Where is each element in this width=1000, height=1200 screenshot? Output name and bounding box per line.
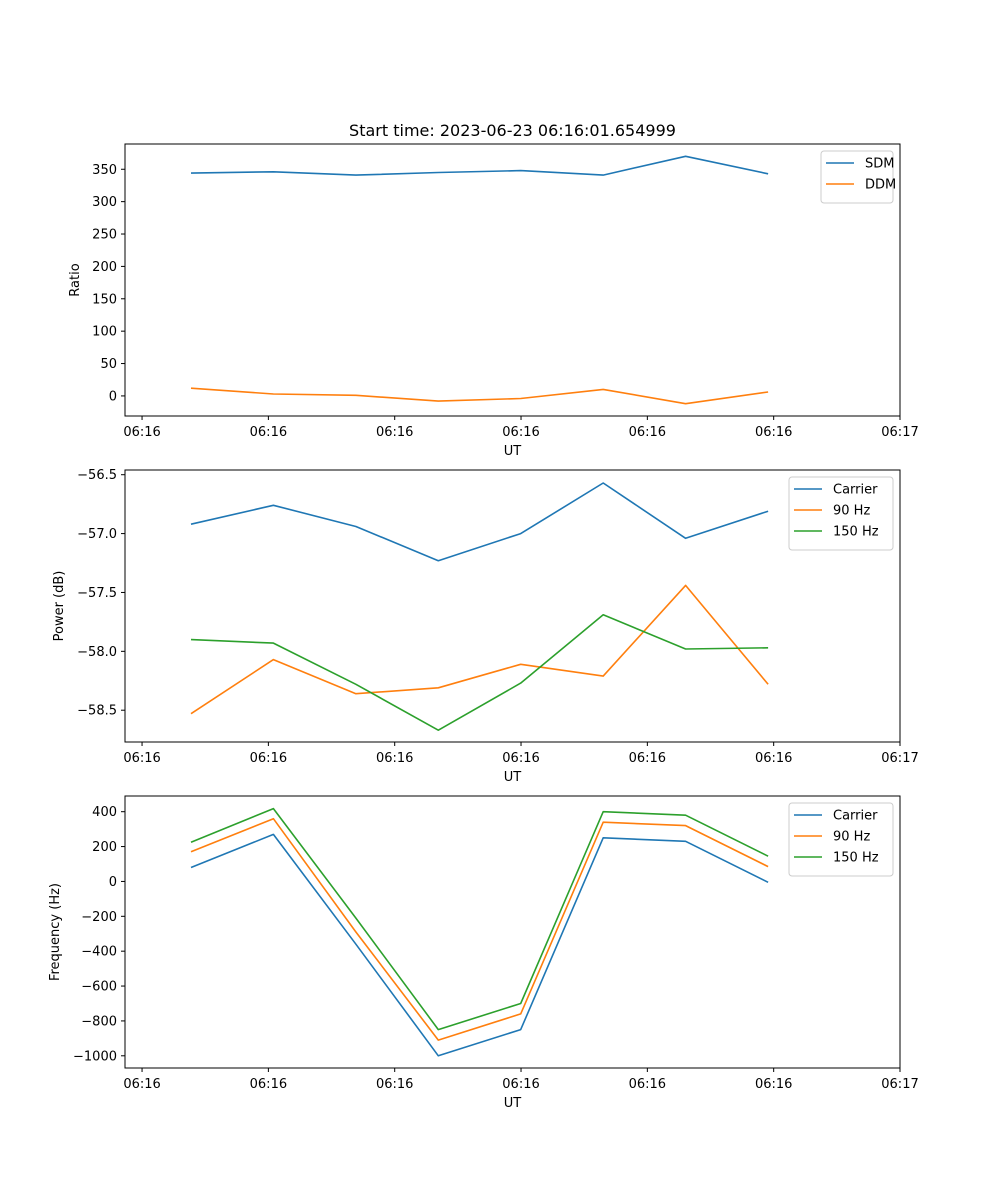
y-tick-label: −58.5: [77, 704, 117, 719]
chart-title: Start time: 2023-06-23 06:16:01.654999: [349, 121, 676, 140]
x-axis-label: UT: [504, 444, 522, 459]
y-tick-label: −57.5: [77, 586, 117, 601]
x-tick-label: 06:16: [502, 425, 539, 440]
legend: Carrier 90 Hz 150 Hz: [788, 476, 894, 551]
x-tick-label: 06:16: [502, 1077, 539, 1092]
x-tick-label: 06:16: [755, 425, 792, 440]
y-tick-label: 400: [92, 805, 117, 820]
x-tick-label: 06:17: [881, 1077, 918, 1092]
x-tick-label: 06:16: [376, 425, 413, 440]
legend-label: 90 Hz: [833, 504, 870, 519]
y-tick-label: 150: [92, 292, 117, 307]
y-tick-label: 350: [92, 163, 117, 178]
x-tick-label: 06:17: [881, 751, 918, 766]
y-tick-label: −600: [81, 980, 117, 995]
y-tick-label: −56.5: [77, 468, 117, 483]
x-tick-label: 06:16: [123, 751, 160, 766]
y-tick-label: −800: [81, 1014, 117, 1029]
legend-label: Carrier: [833, 483, 878, 498]
x-tick-label: 06:16: [250, 425, 287, 440]
x-tick-label: 06:16: [123, 425, 160, 440]
y-tick-label: 250: [92, 228, 117, 243]
x-tick-label: 06:16: [502, 751, 539, 766]
x-axis-label: UT: [504, 1096, 522, 1111]
y-axis-label: Frequency (Hz): [48, 883, 63, 981]
legend-label: 150 Hz: [833, 851, 879, 866]
y-tick-label: 50: [100, 357, 117, 372]
series-line-ddm: [190, 387, 769, 405]
y-tick-label: 0: [109, 389, 117, 404]
legend-label: SDM: [865, 157, 894, 172]
x-tick-label: 06:16: [629, 1077, 666, 1092]
y-tick-label: −400: [81, 945, 117, 960]
legend: Carrier 90 Hz 150 Hz: [788, 802, 894, 877]
x-tick-label: 06:16: [629, 751, 666, 766]
y-tick-label: 200: [92, 840, 117, 855]
y-tick-label: −200: [81, 910, 117, 925]
axes-frame: [124, 143, 901, 417]
series-line-90-hz: [190, 817, 769, 1041]
y-axis-label: Power (dB): [52, 571, 67, 642]
x-tick-label: 06:16: [755, 1077, 792, 1092]
x-tick-label: 06:16: [629, 425, 666, 440]
x-tick-label: 06:17: [881, 425, 918, 440]
legend-box: [820, 150, 894, 204]
axes-frame: [124, 469, 901, 743]
legend-label: DDM: [865, 178, 896, 193]
y-tick-label: 0: [109, 875, 117, 890]
x-tick-label: 06:16: [755, 751, 792, 766]
panel-ratio: 0 50 100 150 200 250 300 350 06:16 06:16 06:16 06:1…: [68, 143, 919, 459]
legend-label: 90 Hz: [833, 830, 870, 845]
series-line-150-hz: [190, 807, 769, 1031]
legend: SDM DDM: [820, 150, 896, 204]
axes-frame: [124, 795, 901, 1069]
y-tick-label: −1000: [73, 1049, 117, 1064]
legend-label: 150 Hz: [833, 525, 879, 540]
series-line-carrier: [190, 482, 769, 562]
legend-label: Carrier: [833, 809, 878, 824]
y-tick-label: 300: [92, 195, 117, 210]
series-line-carrier: [190, 833, 769, 1057]
y-tick-label: 100: [92, 325, 117, 340]
x-tick-label: 06:16: [250, 751, 287, 766]
x-axis-label: UT: [504, 770, 522, 785]
y-axis-label: Ratio: [68, 263, 83, 296]
x-tick-label: 06:16: [376, 751, 413, 766]
x-tick-label: 06:16: [250, 1077, 287, 1092]
y-tick-label: −58.0: [77, 645, 117, 660]
panel-power: −58.5 −58.0 −57.5 −57.0 −56.5 06:16 06:16 06:16…: [52, 468, 919, 785]
y-tick-label: 200: [92, 260, 117, 275]
y-tick-label: −57.0: [77, 527, 117, 542]
x-tick-label: 06:16: [123, 1077, 160, 1092]
series-line-sdm: [190, 155, 769, 176]
series-line-150-hz: [190, 613, 769, 732]
x-tick-label: 06:16: [376, 1077, 413, 1092]
series-line-90-hz: [190, 584, 769, 715]
panel-frequency: −1000 −800 −600 −400 −200 0 200 400 06:16 06:16 06…: [48, 795, 919, 1111]
